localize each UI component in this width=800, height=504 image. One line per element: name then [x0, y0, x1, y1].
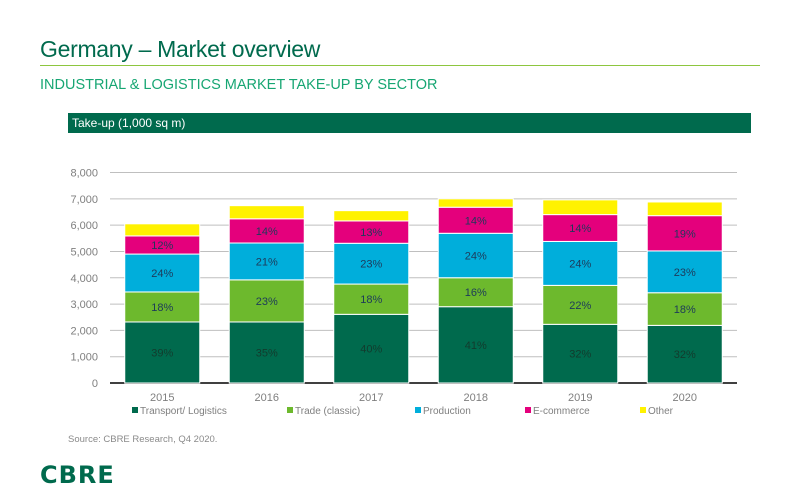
data-label: 14% — [465, 215, 487, 227]
y-axis-ticks: 0 1,000 2,000 3,000 4,000 5,000 6,000 7,000 8,00… — [70, 168, 98, 391]
bar-segment — [333, 242, 410, 285]
data-label: 21% — [256, 256, 278, 268]
legend-item: Other — [640, 406, 674, 417]
bar-segment — [333, 283, 410, 315]
bar-segment — [437, 306, 514, 384]
data-label: 24% — [465, 251, 487, 263]
data-label: 18% — [360, 294, 382, 306]
bar-segment — [646, 324, 723, 384]
x-tick-label: 2015 — [150, 392, 174, 404]
data-label: 41% — [465, 340, 487, 352]
x-tick-label: 2017 — [359, 392, 383, 404]
bar-segment — [646, 215, 723, 252]
data-label: 16% — [465, 287, 487, 299]
y-tick-label: 2,000 — [70, 325, 98, 337]
data-label: 24% — [151, 268, 173, 280]
legend-item: Production — [415, 406, 471, 417]
bar-segment — [437, 198, 514, 208]
legend-label: E-commerce — [533, 406, 590, 417]
legend-label: Transport/ Logistics — [140, 406, 227, 417]
legend-label: Production — [423, 406, 471, 417]
legend-swatch — [415, 407, 421, 413]
bar-segment — [542, 214, 619, 242]
data-label: 35% — [256, 347, 278, 359]
cbre-logo: CBRE — [40, 461, 115, 489]
bar-segment — [228, 279, 305, 323]
y-tick-label: 3,000 — [70, 299, 98, 311]
data-label: 32% — [674, 349, 696, 361]
y-tick-label: 4,000 — [70, 273, 98, 285]
legend-swatch — [640, 407, 646, 413]
y-tick-label: 0 — [92, 378, 98, 390]
data-label: 14% — [256, 226, 278, 238]
legend-item: Transport/ Logistics — [132, 406, 227, 417]
page-subtitle: INDUSTRIAL & LOGISTICS MARKET TAKE-UP BY… — [40, 77, 438, 93]
data-label: 40% — [360, 344, 382, 356]
source-note: Source: CBRE Research, Q4 2020. — [68, 434, 218, 445]
y-tick-label: 7,000 — [70, 194, 98, 206]
bar-segment — [437, 232, 514, 279]
y-tick-label: 5,000 — [70, 246, 98, 258]
bar-segment — [542, 199, 619, 216]
bar-segment — [228, 205, 305, 220]
title-divider — [40, 65, 760, 66]
stacked-bar-chart: 0 1,000 2,000 3,000 4,000 5,000 6,000 7,000 8,00… — [70, 168, 737, 417]
bar-segment — [124, 321, 201, 384]
bar-segment — [228, 218, 305, 244]
bar-segment — [437, 277, 514, 308]
data-label: 39% — [151, 347, 173, 359]
data-label: 18% — [674, 304, 696, 316]
bar-segment — [228, 321, 305, 384]
bar-segment — [646, 250, 723, 294]
y-tick-label: 6,000 — [70, 220, 98, 232]
data-label: 12% — [151, 240, 173, 252]
bars: 39% 18% 24% 12% 35% 23% 21% 14% 40% 18% 23% 13% 41% 1… — [124, 198, 723, 384]
x-axis-ticks: 2015 2016 2017 2018 2019 2020 — [150, 392, 697, 404]
bar-segment — [333, 313, 410, 384]
data-label: 19% — [674, 228, 696, 240]
data-label: 23% — [674, 267, 696, 279]
legend: Transport/ Logistics Trade (classic) Produ… — [132, 406, 674, 417]
gridlines — [110, 172, 737, 384]
legend-swatch — [132, 407, 138, 413]
bar-segment — [542, 240, 619, 286]
bar-segment — [124, 253, 201, 293]
data-label: 13% — [360, 227, 382, 239]
bar-segment — [542, 284, 619, 325]
data-label: 14% — [569, 223, 591, 235]
legend-item: Trade (classic) — [287, 406, 360, 417]
legend-label: Trade (classic) — [295, 406, 360, 417]
bar-segment — [124, 291, 201, 323]
x-tick-label: 2019 — [568, 392, 592, 404]
bar-segment — [333, 210, 410, 222]
data-label: 32% — [569, 349, 591, 361]
data-label: 23% — [256, 296, 278, 308]
data-label: 23% — [360, 259, 382, 271]
y-tick-label: 8,000 — [70, 168, 98, 180]
x-tick-label: 2016 — [255, 392, 279, 404]
bar-segment — [542, 323, 619, 384]
legend-swatch — [287, 407, 293, 413]
bar-segment — [646, 201, 723, 217]
x-tick-label: 2020 — [673, 392, 697, 404]
legend-swatch — [525, 407, 531, 413]
data-label: 22% — [569, 300, 591, 312]
data-label: 18% — [151, 302, 173, 314]
chart-header: Take-up (1,000 sq m) — [68, 113, 751, 133]
bar-segment — [124, 223, 201, 237]
x-tick-label: 2018 — [464, 392, 488, 404]
page-title: Germany – Market overview — [40, 36, 321, 62]
legend-label: Other — [648, 406, 674, 417]
data-label: 24% — [569, 258, 591, 270]
legend-item: E-commerce — [525, 406, 590, 417]
y-tick-label: 1,000 — [70, 352, 98, 364]
